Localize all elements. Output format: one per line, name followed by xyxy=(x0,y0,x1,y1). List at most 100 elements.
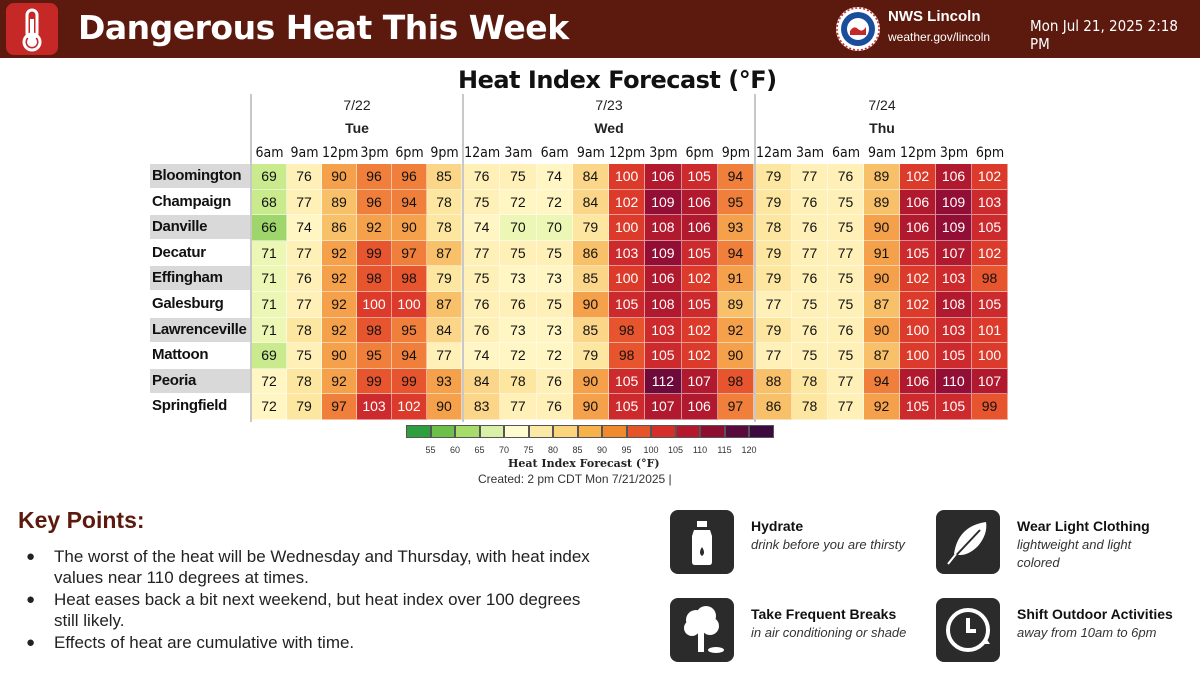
legend-swatch xyxy=(430,425,455,438)
heat-index-cell: 86 xyxy=(756,394,792,420)
heat-index-cell: 105 xyxy=(936,343,972,369)
heat-index-cell: 94 xyxy=(717,164,754,190)
heat-index-cell: 106 xyxy=(681,189,718,216)
heat-index-cell: 76 xyxy=(464,164,501,190)
heat-index-cell: 79 xyxy=(756,266,792,292)
heat-index-cell: 76 xyxy=(464,292,501,318)
city-label: Springfield xyxy=(152,397,228,415)
shade-tree-icon xyxy=(670,598,734,662)
city-label: Decatur xyxy=(152,243,206,261)
heat-index-cell: 78 xyxy=(287,368,322,395)
heat-index-cell: 70 xyxy=(500,215,537,241)
heat-index-cell: 88 xyxy=(756,368,792,395)
legend-swatch xyxy=(700,425,725,438)
legend-swatch xyxy=(553,425,578,438)
heat-index-cell: 77 xyxy=(287,240,322,267)
legend-tick: 105 xyxy=(667,445,684,455)
heat-index-cell: 72 xyxy=(536,189,573,216)
time-label: 6pm xyxy=(975,145,1005,161)
legend-tick: 70 xyxy=(498,445,509,455)
heat-index-cell: 75 xyxy=(828,215,864,241)
day-label: Tue xyxy=(345,120,369,136)
legend-swatch xyxy=(479,425,504,438)
heat-index-cell: 92 xyxy=(717,317,754,344)
heat-index-cell: 73 xyxy=(536,266,573,292)
heat-index-cell: 102 xyxy=(681,266,718,292)
heat-index-cell: 72 xyxy=(252,394,287,420)
time-label: 12pm xyxy=(609,145,646,161)
time-label: 12am xyxy=(464,145,501,161)
heat-index-cell: 73 xyxy=(536,317,573,344)
heat-index-cell: 90 xyxy=(572,394,609,420)
legend-swatch xyxy=(528,425,553,438)
heat-index-cell: 76 xyxy=(792,266,828,292)
page-title: Dangerous Heat This Week xyxy=(78,8,569,47)
heat-index-cell: 102 xyxy=(900,266,936,292)
heat-index-cell: 74 xyxy=(536,164,573,190)
heat-index-cell: 85 xyxy=(572,266,609,292)
heat-index-cell: 75 xyxy=(287,343,322,369)
key-point: ● Effects of heat are cumulative with tim… xyxy=(26,633,355,652)
heat-index-cell: 86 xyxy=(322,215,357,241)
heat-index-cell: 105 xyxy=(900,240,936,267)
heat-index-cell: 89 xyxy=(864,189,900,216)
heat-index-cell: 92 xyxy=(322,317,357,344)
heat-index-cell: 106 xyxy=(900,189,936,216)
heat-index-cell: 98 xyxy=(357,266,392,292)
city-label: Bloomington xyxy=(150,164,250,188)
heat-index-cell: 97 xyxy=(392,240,427,267)
heat-index-cell: 75 xyxy=(792,343,828,369)
time-label: 6pm xyxy=(395,145,424,161)
heat-index-cell: 89 xyxy=(864,164,900,190)
heat-index-cell: 102 xyxy=(609,189,646,216)
heat-index-cell: 73 xyxy=(500,266,537,292)
heat-index-cell: 74 xyxy=(464,343,501,369)
org-url[interactable]: weather.gov/lincoln xyxy=(888,30,991,44)
heat-index-cell: 103 xyxy=(357,394,392,420)
heat-index-cell: 71 xyxy=(252,292,287,318)
heat-index-cell: 77 xyxy=(756,292,792,318)
heat-index-cell: 77 xyxy=(756,343,792,369)
heat-index-cell: 102 xyxy=(900,164,936,190)
heat-index-cell: 102 xyxy=(972,164,1008,190)
heat-index-cell: 98 xyxy=(717,368,754,395)
heat-index-cell: 77 xyxy=(464,240,501,267)
heat-index-cell: 75 xyxy=(464,266,501,292)
timestamp: Mon Jul 21, 2025 2:18 PM xyxy=(1030,17,1178,53)
heat-index-cell: 100 xyxy=(609,164,646,190)
heat-index-cell: 99 xyxy=(357,368,392,395)
heat-index-cell: 95 xyxy=(392,317,427,344)
heat-index-cell: 105 xyxy=(972,215,1008,241)
heat-index-cell: 76 xyxy=(792,317,828,344)
legend-swatch xyxy=(577,425,602,438)
heat-index-cell: 66 xyxy=(252,215,287,241)
heat-index-cell: 75 xyxy=(500,164,537,190)
heat-index-cell: 106 xyxy=(645,266,682,292)
heat-index-cell: 105 xyxy=(681,240,718,267)
heat-index-cell: 77 xyxy=(287,189,322,216)
heat-index-cell: 76 xyxy=(464,317,501,344)
heat-index-cell: 77 xyxy=(828,240,864,267)
heat-index-cell: 92 xyxy=(322,240,357,267)
heat-index-cell: 101 xyxy=(972,317,1008,344)
heat-index-cell: 77 xyxy=(792,240,828,267)
heat-index-cell: 94 xyxy=(392,343,427,369)
heat-index-cell: 110 xyxy=(936,368,972,395)
heat-index-cell: 78 xyxy=(792,394,828,420)
heat-index-cell: 100 xyxy=(392,292,427,318)
legend-swatch xyxy=(675,425,700,438)
heat-index-cell: 79 xyxy=(572,215,609,241)
thermometer-icon xyxy=(6,3,58,55)
heat-index-cell: 77 xyxy=(500,394,537,420)
time-label: 3am xyxy=(504,145,533,161)
heat-index-cell: 76 xyxy=(792,215,828,241)
heat-index-cell: 71 xyxy=(252,266,287,292)
heat-index-cell: 92 xyxy=(357,215,392,241)
heat-index-cell: 90 xyxy=(322,343,357,369)
key-point: ● Heat eases back a bit next weekend, but… xyxy=(26,590,581,630)
heat-index-cell: 102 xyxy=(681,343,718,369)
heat-index-cell: 92 xyxy=(322,368,357,395)
time-label: 3pm xyxy=(649,145,678,161)
feather-icon xyxy=(936,510,1000,574)
day-separator xyxy=(250,94,252,422)
